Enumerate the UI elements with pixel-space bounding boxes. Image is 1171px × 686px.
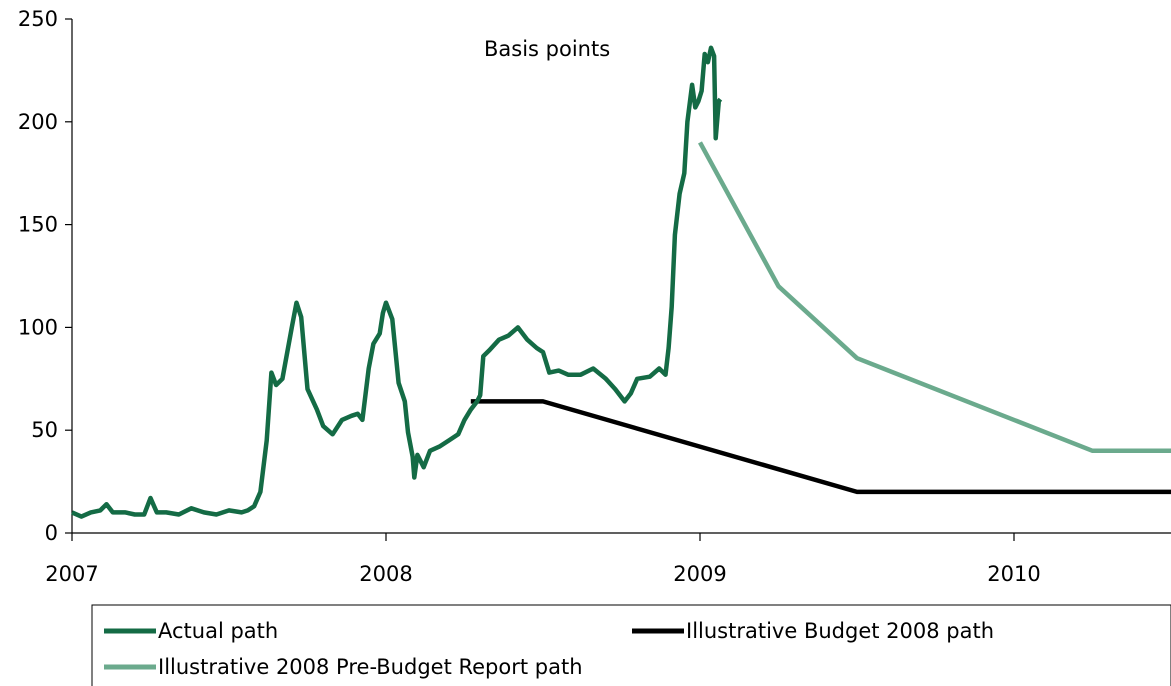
plot-area: 0 50 100 150 200 250 2007 2008 2009 2010 Basis p…	[18, 7, 1171, 586]
y-tick-label: 0	[45, 521, 58, 545]
x-tick-label: 2008	[359, 562, 412, 586]
x-tick-label: 2007	[45, 562, 98, 586]
x-ticks: 2007 2008 2009 2010	[45, 533, 1041, 586]
x-tick-label: 2010	[987, 562, 1040, 586]
legend-label-actual-path: Actual path	[158, 619, 278, 643]
series-line-illustrative-budget-2008-path	[470, 399, 1171, 495]
y-ticks: 0 50 100 150 200 250	[18, 7, 72, 545]
y-tick-label: 200	[18, 110, 58, 134]
y-tick-label: 250	[18, 7, 58, 31]
y-tick-label: 150	[18, 213, 58, 237]
series-group	[71, 45, 1171, 519]
legend: Actual path Illustrative Budget 2008 pat…	[91, 604, 1171, 686]
series-line-illustrative-2008-pre-budget-report-path	[698, 141, 1171, 454]
legend-label-pre-budget-path: Illustrative 2008 Pre-Budget Report path	[158, 655, 583, 679]
legend-box	[91, 604, 1171, 686]
legend-label-budget-path: Illustrative Budget 2008 path	[686, 619, 994, 643]
y-tick-label: 100	[18, 315, 58, 339]
x-tick-label: 2009	[673, 562, 726, 586]
series-line-actual-path	[71, 45, 723, 519]
annotation-basis-points: Basis points	[484, 37, 610, 61]
y-tick-label: 50	[31, 418, 58, 442]
